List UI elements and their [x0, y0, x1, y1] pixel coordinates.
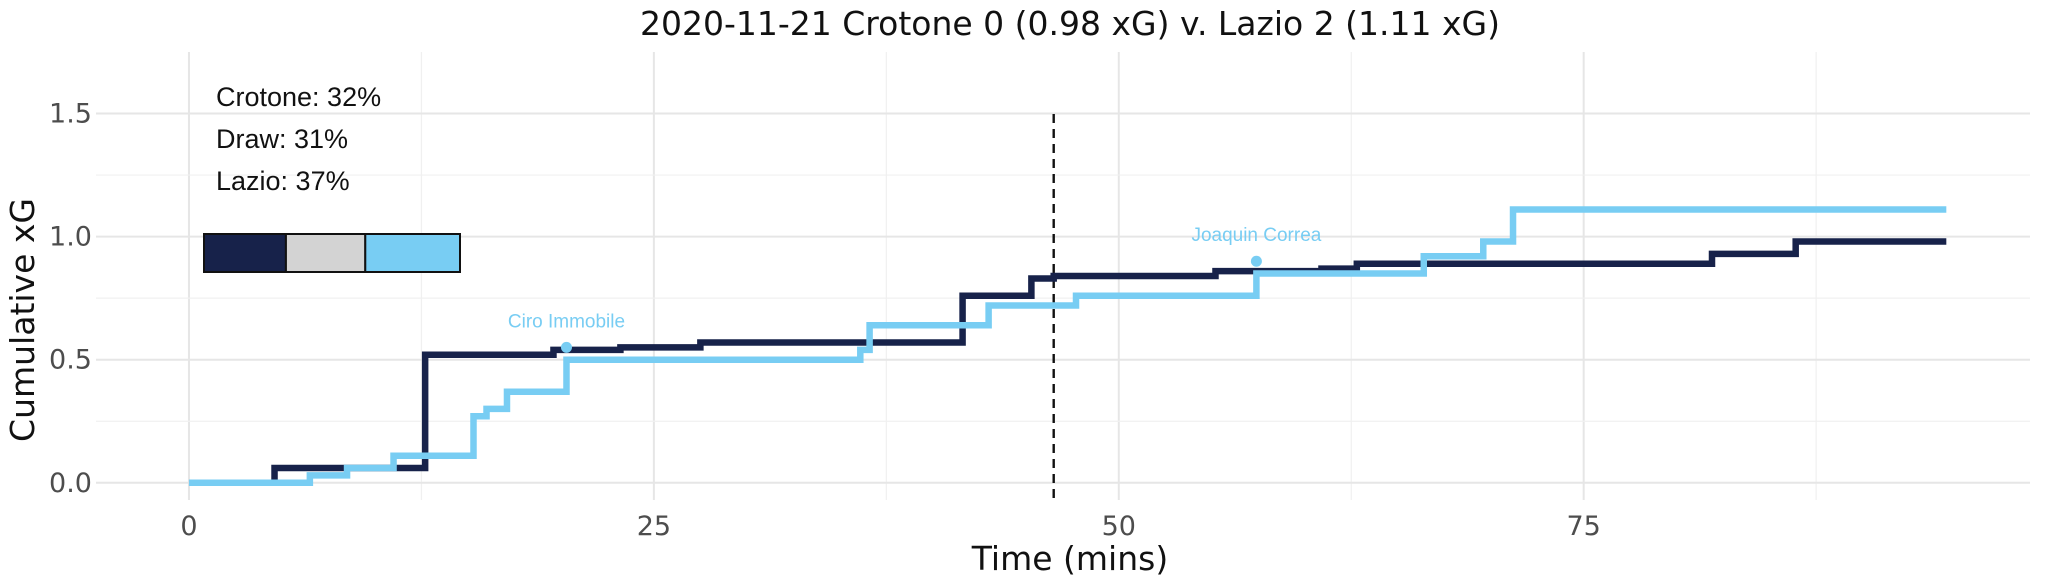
goal-label: Joaquin Correa [1191, 225, 1321, 246]
x-axis-title: Time (mins) [971, 539, 1168, 578]
goal-markers: Ciro Immobile Joaquin Correa [508, 225, 1322, 353]
y-tick-label: 1.5 [49, 99, 92, 130]
xg-series [188, 206, 1947, 487]
home-xg-line [188, 238, 1947, 487]
y-tick-label: 0.5 [49, 345, 92, 376]
win-probability-bar [203, 233, 461, 273]
away-xg-line [188, 206, 1947, 487]
x-tick-label: 75 [1567, 511, 1601, 542]
grid [96, 52, 2030, 500]
goal-point [560, 341, 572, 353]
x-tick-label: 50 [1102, 511, 1136, 542]
y-axis-title: Cumulative xG [3, 198, 42, 442]
y-tick-label: 1.0 [49, 222, 92, 253]
goal-label: Ciro Immobile [508, 311, 625, 332]
probability-segment [364, 233, 461, 273]
win-probabilities: Crotone: 32% Draw: 31% Lazio: 37% [216, 82, 381, 196]
x-tick-label: 25 [637, 511, 671, 542]
probability-label: Lazio: 37% [216, 166, 350, 196]
probability-label: Crotone: 32% [216, 82, 381, 112]
goal-point [1250, 255, 1262, 267]
x-tick-label: 0 [180, 511, 197, 542]
probability-segment [284, 233, 367, 273]
probability-segment [203, 233, 287, 273]
y-tick-label: 0.0 [49, 468, 92, 499]
probability-label: Draw: 31% [216, 124, 348, 154]
chart-title: 2020-11-21 Crotone 0 (0.98 xG) v. Lazio … [640, 4, 1500, 43]
tick-labels: 0 25 50 75 0.0 0.5 1.0 1.5 [49, 99, 1601, 542]
